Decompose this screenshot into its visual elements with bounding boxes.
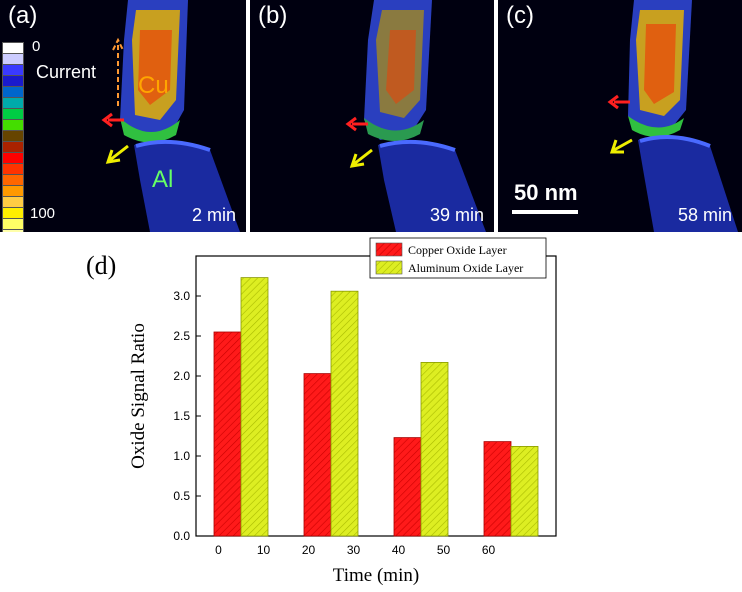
oxide-chart-svg: (d) 0.0 0.5 1.0 1.5 2.0 2.5 3.0 0 10 20 30 40 50 60 Ti… xyxy=(86,237,557,586)
colorbar-segment xyxy=(2,141,24,152)
cu-label: Cu xyxy=(138,72,169,99)
colorbar-segment xyxy=(2,75,24,86)
colorbar-segment xyxy=(2,196,24,207)
colorbar-segment xyxy=(2,229,24,232)
colorbar-segment xyxy=(2,53,24,64)
colorbar xyxy=(2,42,24,232)
colorbar-segment xyxy=(2,152,24,163)
y-tick-label: 1.5 xyxy=(173,409,190,423)
colorbar-segment xyxy=(2,163,24,174)
micrograph-a-image xyxy=(101,0,240,232)
colorbar-segment xyxy=(2,207,24,218)
panel-label-a: (a) xyxy=(8,2,38,29)
panel-label-d: (d) xyxy=(86,251,116,280)
colorbar-segment xyxy=(2,130,24,141)
scale-bar-label: 50 nm xyxy=(514,180,578,205)
colorbar-max-label: 100 xyxy=(30,205,56,222)
legend-swatch xyxy=(375,242,403,257)
panel-label-b: (b) xyxy=(258,2,288,29)
bar xyxy=(330,290,359,537)
y-tick-label: 3.0 xyxy=(173,289,190,303)
colorbar-segment xyxy=(2,42,24,53)
y-tick-label: 0.5 xyxy=(173,489,190,503)
x-tick-label: 50 xyxy=(437,543,451,557)
colorbar-segment xyxy=(2,185,24,196)
x-tick-label: 30 xyxy=(347,543,361,557)
colorbar-segment xyxy=(2,174,24,185)
colorbar-min-label: 0 xyxy=(32,38,41,55)
oxide-chart: (d) 0.0 0.5 1.0 1.5 2.0 2.5 3.0 0 10 20 30 40 50 60 Ti… xyxy=(80,236,742,588)
time-label-a: 2 min xyxy=(191,205,236,225)
panel-label-c: (c) xyxy=(506,2,534,29)
x-tick-label: 60 xyxy=(482,543,496,557)
colorbar-segment xyxy=(2,218,24,229)
bar xyxy=(303,373,332,537)
micrograph-panel-b: (b) 39 min xyxy=(250,0,494,232)
legend-label: Aluminum Oxide Layer xyxy=(408,261,523,275)
y-tick-label: 0.0 xyxy=(173,529,190,543)
bar xyxy=(510,445,539,537)
bar xyxy=(420,362,449,537)
micrograph-b-image xyxy=(345,0,486,232)
time-label-c: 58 min xyxy=(677,205,732,225)
time-label-b: 39 min xyxy=(429,205,484,225)
y-axis-label: Oxide Signal Ratio xyxy=(128,323,149,469)
x-tick-label: 0 xyxy=(215,543,222,557)
colorbar-segment xyxy=(2,64,24,75)
micrograph-panel-c: (c) 50 nm 58 min xyxy=(498,0,742,232)
y-tick-label: 1.0 xyxy=(173,449,190,463)
colorbar-segment xyxy=(2,108,24,119)
bar xyxy=(393,437,422,537)
micrograph-panel-a: (a) 0 100 Current Cu Al 2 min xyxy=(0,0,246,232)
current-label: Current xyxy=(36,62,97,82)
al-label: Al xyxy=(152,166,174,193)
x-tick-label: 40 xyxy=(392,543,406,557)
y-tick-label: 2.5 xyxy=(173,329,190,343)
legend-swatch xyxy=(375,260,403,275)
colorbar-segment xyxy=(2,119,24,130)
x-tick-label: 10 xyxy=(257,543,271,557)
x-axis-label: Time (min) xyxy=(333,565,419,586)
scale-bar xyxy=(512,210,578,214)
bar xyxy=(213,331,242,537)
x-tick-label: 20 xyxy=(302,543,316,557)
micrograph-c-image xyxy=(607,0,738,232)
bar xyxy=(240,277,269,537)
y-tick-label: 2.0 xyxy=(173,369,190,383)
colorbar-segment xyxy=(2,97,24,108)
colorbar-segment xyxy=(2,86,24,97)
bar xyxy=(483,441,512,537)
legend-label: Copper Oxide Layer xyxy=(408,243,507,257)
